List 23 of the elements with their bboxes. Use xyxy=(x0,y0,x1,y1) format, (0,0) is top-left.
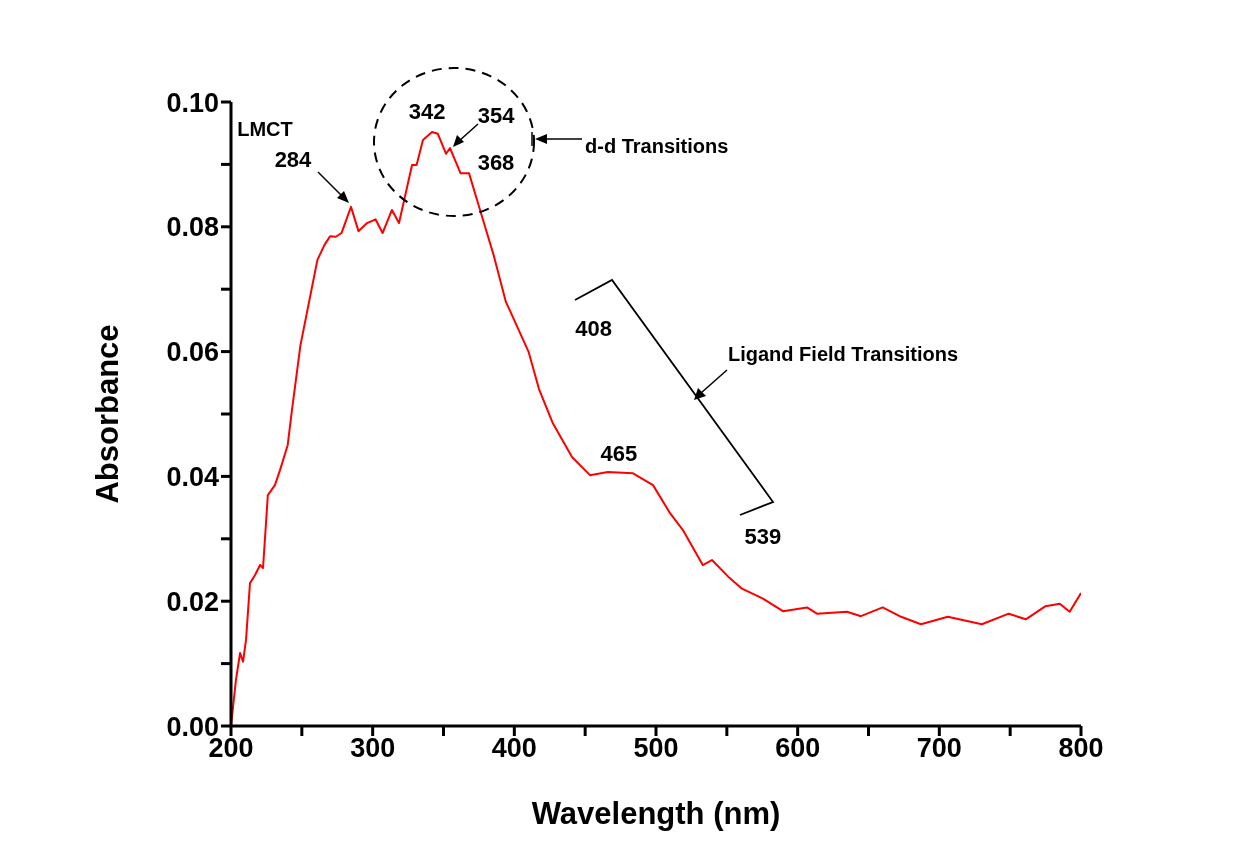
annotation: 408 xyxy=(575,315,613,341)
annotation: 465 xyxy=(600,440,638,466)
y-tick-label: 0.08 xyxy=(166,212,219,243)
x-tick-label: 300 xyxy=(350,733,396,764)
x-tick-label: 600 xyxy=(775,733,821,764)
x-tick-label: 700 xyxy=(916,733,962,764)
annotation: 368 xyxy=(477,149,515,175)
x-tick-label: 500 xyxy=(633,733,679,764)
annotation: 354 xyxy=(477,102,516,128)
annotation: LMCT xyxy=(237,118,293,140)
y-tick-label: 0.04 xyxy=(166,461,219,492)
annotation: 342 xyxy=(408,99,446,125)
annotation: 539 xyxy=(744,523,782,549)
y-tick-label: 0.10 xyxy=(166,87,219,118)
y-tick-label: 0.02 xyxy=(166,586,219,617)
y-axis-title: Absorbance xyxy=(90,324,126,504)
annotation: d-d Transitions xyxy=(585,135,729,157)
x-tick-label: 400 xyxy=(491,733,537,764)
y-tick-label: 0.06 xyxy=(166,337,219,368)
annotation: Ligand Field Transitions xyxy=(728,343,959,365)
x-axis-title: Wavelength (nm) xyxy=(531,796,781,831)
annotation: 284 xyxy=(274,147,313,173)
x-tick-label: 800 xyxy=(1058,733,1104,764)
